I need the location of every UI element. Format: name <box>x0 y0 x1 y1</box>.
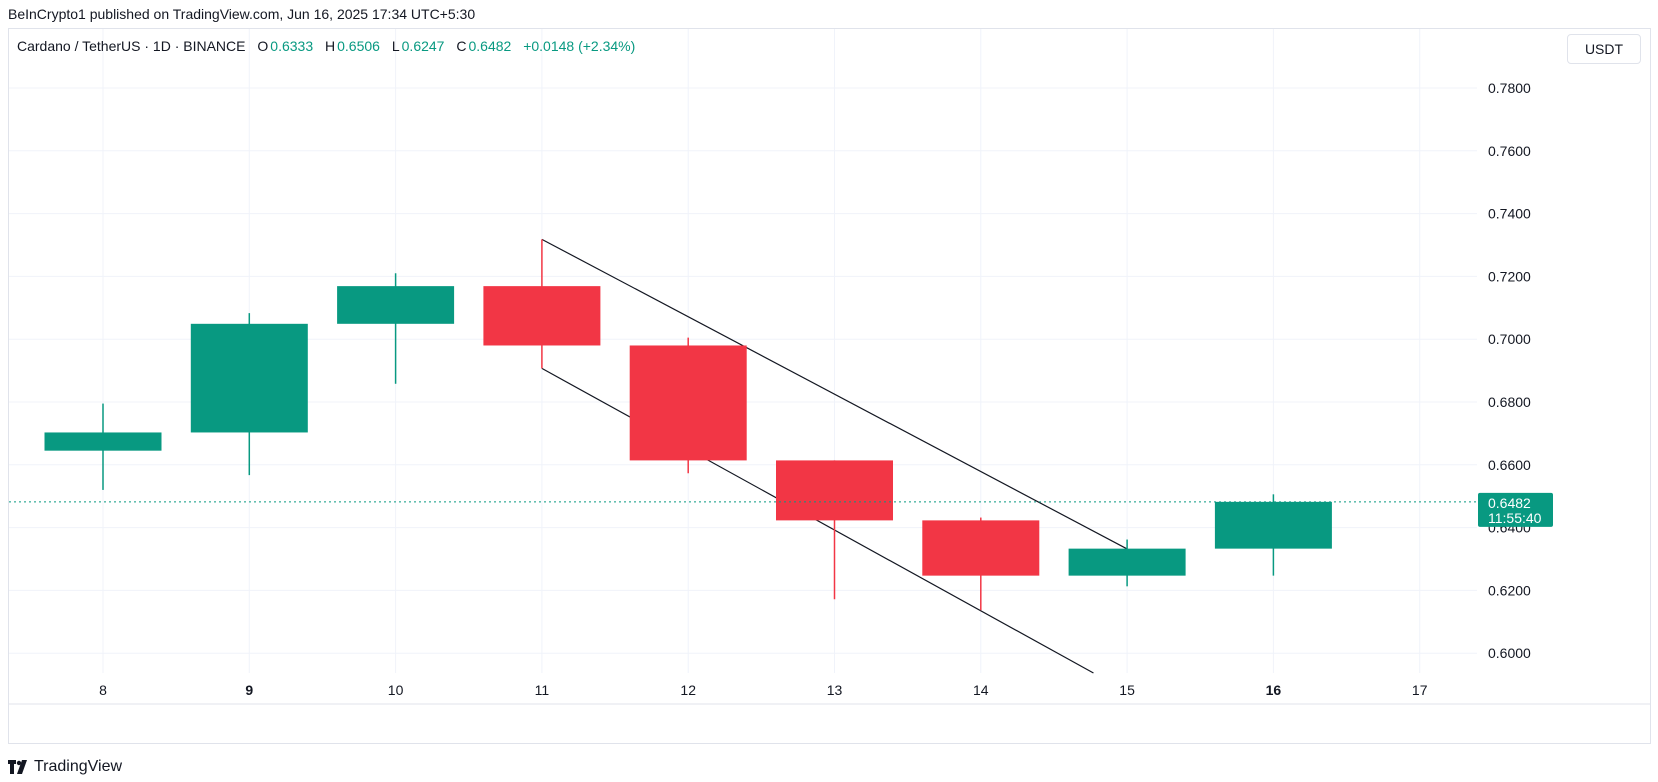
candle-body <box>44 432 162 451</box>
time-tick-label: 8 <box>99 682 107 698</box>
open-value: 0.6333 <box>270 38 314 54</box>
candle-body <box>776 460 893 521</box>
price-tick-label: 0.6000 <box>1488 645 1531 661</box>
price-tick-label: 0.6800 <box>1488 394 1531 410</box>
chart-frame <box>8 28 1651 744</box>
close-value: 0.6482 <box>468 38 512 54</box>
candle-body <box>922 520 1040 576</box>
last-price-badge <box>1478 492 1553 527</box>
brand-name: TradingView <box>34 758 123 775</box>
candle-body <box>190 323 308 433</box>
symbol-info[interactable]: Cardano / TetherUS · 1D · BINANCE <box>17 38 246 54</box>
tradingview-brand[interactable]: TradingView <box>8 758 122 776</box>
low-value: 0.6247 <box>401 38 445 54</box>
time-tick-label: 9 <box>245 682 253 698</box>
tradingview-logo-icon <box>8 760 27 774</box>
price-tick-label: 0.6200 <box>1488 582 1531 598</box>
candle-body <box>483 286 601 346</box>
time-axis: 8 9 10 11 12 13 14 15 16 17 <box>99 682 1428 698</box>
change-value: +0.0148 (+2.34%) <box>523 38 636 54</box>
price-tick-label: 0.7800 <box>1488 80 1531 96</box>
candle-body <box>337 286 455 324</box>
candle-body <box>629 345 747 461</box>
channel-trendline <box>541 238 1128 550</box>
candles <box>44 239 1332 611</box>
price-tick-label: 0.7400 <box>1488 206 1531 222</box>
time-tick-label: 12 <box>680 682 696 698</box>
last-price-value: 0.6482 <box>1488 495 1531 511</box>
candle-body <box>1214 501 1332 549</box>
last-price-countdown: 11:55:40 <box>1488 510 1542 526</box>
publisher-caption: BeInCrypto1 published on TradingView.com… <box>8 6 476 22</box>
low-label: L <box>391 38 400 54</box>
high-label: H <box>325 38 336 54</box>
price-tick-label: 0.7600 <box>1488 143 1531 159</box>
time-tick-label: 14 <box>973 682 989 698</box>
time-tick-label: 13 <box>827 682 843 698</box>
time-tick-label: 11 <box>535 682 550 698</box>
candle-body <box>1068 548 1186 576</box>
price-tick-label: 0.7200 <box>1488 268 1531 284</box>
time-tick-label: 15 <box>1119 682 1135 698</box>
time-tick-label: 10 <box>388 682 404 698</box>
close-label: C <box>456 38 467 54</box>
ohlc-legend: Cardano / TetherUS · 1D · BINANCE O 0.633… <box>17 38 643 54</box>
open-label: O <box>257 38 269 54</box>
time-tick-label: 17 <box>1412 682 1428 698</box>
high-value: 0.6506 <box>337 38 380 54</box>
price-tick-label: 0.6600 <box>1488 457 1531 473</box>
price-axis: 0.7800 0.7600 0.7400 0.7200 0.7000 0.6800 0.66… <box>1488 80 1531 661</box>
price-tick-label: 0.7000 <box>1488 331 1531 347</box>
currency-button[interactable]: USDT <box>1567 34 1641 64</box>
time-tick-label: 16 <box>1266 682 1282 698</box>
